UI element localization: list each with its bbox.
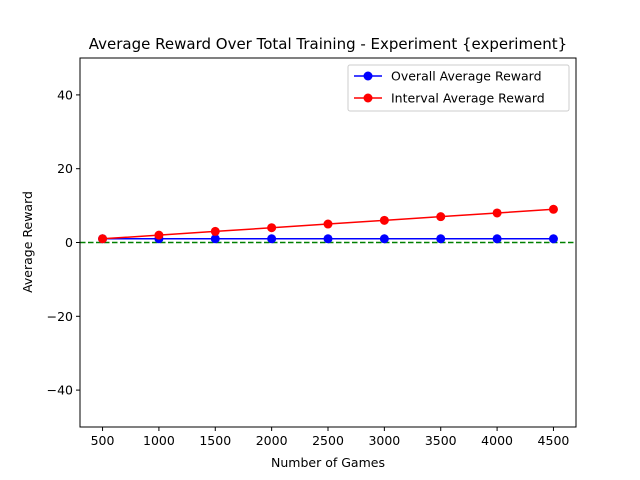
data-point-0-7 xyxy=(492,234,502,244)
y-tick-label-2: 0 xyxy=(65,235,73,250)
legend-box xyxy=(347,64,570,112)
legend-marker-0 xyxy=(363,71,373,81)
series-1 xyxy=(98,204,558,244)
data-point-1-3 xyxy=(267,223,277,233)
chart-title: Average Reward Over Total Training - Exp… xyxy=(89,35,567,53)
x-tick-label-6: 3500 xyxy=(425,433,457,448)
y-axis: −40 −20 0 20 40 xyxy=(47,87,80,398)
x-tick-label-2: 1500 xyxy=(199,433,231,448)
y-tick-label-4: 40 xyxy=(57,87,73,102)
y-axis-label: Average Reward xyxy=(20,191,35,293)
data-point-1-7 xyxy=(492,208,502,218)
legend-marker-1 xyxy=(363,93,373,103)
data-point-1-5 xyxy=(379,215,389,225)
x-tick-label-4: 2500 xyxy=(312,433,344,448)
legend-label-0: Overall Average Reward xyxy=(391,69,542,84)
legend: Overall Average Reward Interval Average R… xyxy=(347,64,570,112)
data-point-0-4 xyxy=(323,234,333,244)
x-tick-label-0: 500 xyxy=(91,433,115,448)
legend-label-1: Interval Average Reward xyxy=(391,91,545,106)
x-tick-label-5: 3000 xyxy=(368,433,400,448)
y-tick-label-3: 20 xyxy=(57,161,73,176)
x-tick-label-7: 4000 xyxy=(481,433,513,448)
y-tick-label-0: −40 xyxy=(47,383,73,398)
x-tick-label-1: 1000 xyxy=(143,433,175,448)
y-tick-label-1: −20 xyxy=(47,309,73,324)
data-point-1-4 xyxy=(323,219,333,229)
data-point-0-3 xyxy=(267,234,277,244)
x-tick-label-3: 2000 xyxy=(256,433,288,448)
x-tick-label-8: 4500 xyxy=(538,433,570,448)
data-point-0-2 xyxy=(210,234,220,244)
data-point-1-1 xyxy=(154,230,164,240)
series-0 xyxy=(98,234,558,244)
x-axis-label: Number of Games xyxy=(271,455,385,470)
data-point-0-6 xyxy=(436,234,446,244)
plot-area xyxy=(80,204,576,244)
data-point-0-8 xyxy=(548,234,558,244)
data-point-1-0 xyxy=(98,234,108,244)
legend-entry-1: Interval Average Reward xyxy=(354,91,545,106)
data-point-0-5 xyxy=(379,234,389,244)
data-point-1-8 xyxy=(548,204,558,214)
data-point-1-2 xyxy=(210,226,220,236)
legend-entry-0: Overall Average Reward xyxy=(354,69,542,84)
data-point-1-6 xyxy=(436,212,446,222)
x-axis: 500 1000 1500 2000 2500 3000 3500 4000 4500 xyxy=(91,427,570,448)
